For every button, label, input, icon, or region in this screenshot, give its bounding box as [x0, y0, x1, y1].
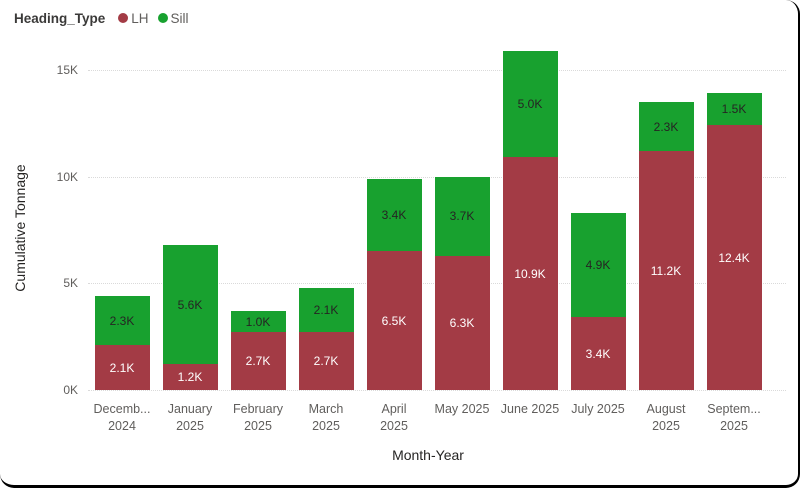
lh-series-marker-icon — [118, 13, 129, 23]
bar-segment-lh[interactable]: 6.3K — [434, 255, 490, 390]
bar-segment-lh[interactable]: 2.1K — [94, 345, 150, 390]
x-axis-category-label: Decemb... 2024 — [88, 401, 156, 435]
x-axis-category-line: August — [646, 402, 686, 416]
data-label: 3.4K — [381, 208, 407, 223]
bar-segment-sill[interactable]: 3.7K — [434, 176, 490, 256]
legend-title: Heading_Type — [14, 10, 106, 26]
data-label: 5.0K — [517, 97, 543, 112]
bar-segment-lh[interactable]: 2.7K — [230, 332, 286, 390]
legend-item-label: LH — [131, 10, 149, 26]
x-axis-category-label: Septem... 2025 — [700, 401, 768, 435]
x-axis-category-line: Septem... — [707, 402, 761, 416]
x-axis-category-label: February 2025 — [224, 401, 292, 435]
y-axis-tick-label: 0K — [63, 383, 78, 397]
legend: Heading_Type LH Sill — [14, 9, 198, 27]
bar-segment-sill[interactable]: 4.9K — [570, 212, 626, 318]
data-label: 1.5K — [721, 102, 747, 117]
x-axis-category-line: 2025 — [176, 419, 204, 433]
bar-segment-lh[interactable]: 11.2K — [638, 151, 694, 390]
data-label: 5.6K — [177, 297, 203, 312]
gridline — [88, 70, 786, 71]
x-axis-category-line: June 2025 — [500, 402, 560, 416]
x-axis-category-label: April 2025 — [360, 401, 428, 435]
data-label: 11.2K — [650, 263, 682, 278]
bar-segment-sill[interactable]: 3.4K — [366, 178, 422, 252]
x-axis-category-label: May 2025 — [428, 401, 496, 418]
sill-series-marker-icon — [157, 13, 168, 23]
data-label: 12.4K — [718, 250, 750, 265]
gridline — [88, 390, 786, 391]
x-axis-category-line: April — [381, 402, 407, 416]
x-axis-category-line: March — [308, 402, 344, 416]
bar-segment-lh[interactable]: 3.4K — [570, 317, 626, 390]
bar-segment-sill[interactable]: 1.0K — [230, 311, 286, 333]
data-label: 1.2K — [177, 370, 203, 385]
x-axis-category-line: 2025 — [720, 419, 748, 433]
x-axis-category-line: 2025 — [652, 419, 680, 433]
bar-segment-lh[interactable]: 2.7K — [298, 332, 354, 390]
bar-segment-sill[interactable]: 5.0K — [502, 50, 558, 158]
data-label: 2.3K — [109, 313, 135, 328]
x-axis-category-line: Decemb... — [93, 402, 151, 416]
y-axis-tick-label: 10K — [56, 169, 78, 184]
data-label: 2.7K — [313, 354, 339, 369]
data-label: 4.9K — [585, 258, 611, 273]
legend-item-sill[interactable]: Sill — [157, 10, 189, 26]
data-label: 10.9K — [514, 266, 546, 281]
data-label: 6.5K — [381, 313, 407, 328]
data-label: 3.7K — [449, 209, 475, 224]
x-axis-category-label: August 2025 — [632, 401, 700, 435]
data-label: 1.0K — [245, 314, 271, 329]
x-axis-category-line: 2025 — [380, 419, 408, 433]
bar-segment-sill[interactable]: 1.5K — [706, 93, 762, 126]
x-axis-category-line: May 2025 — [434, 402, 490, 416]
x-axis-category-line: February — [232, 402, 284, 416]
bar-segment-lh[interactable]: 12.4K — [706, 125, 762, 390]
x-axis-category-line: July 2025 — [571, 402, 625, 416]
bar-segment-lh[interactable]: 6.5K — [366, 251, 422, 390]
data-label: 3.4K — [585, 346, 611, 361]
x-axis-category-line: 2024 — [108, 419, 136, 433]
y-axis-tick-label: 5K — [63, 276, 78, 291]
bar-segment-sill[interactable]: 2.1K — [298, 287, 354, 333]
data-label: 2.1K — [313, 302, 339, 317]
data-label: 2.3K — [653, 119, 679, 134]
bar-segment-sill[interactable]: 5.6K — [162, 244, 218, 365]
x-axis-category-label: March 2025 — [292, 401, 360, 435]
data-label: 2.7K — [245, 354, 271, 369]
data-label: 6.3K — [449, 315, 475, 330]
x-axis-category-line: January — [167, 402, 213, 416]
data-label: 2.1K — [109, 360, 135, 375]
legend-item-lh[interactable]: LH — [118, 10, 149, 26]
x-axis-title: Month-Year — [392, 447, 464, 463]
legend-item-label: Sill — [170, 10, 189, 26]
x-axis-category-label: January 2025 — [156, 401, 224, 435]
x-axis-category-label: June 2025 — [496, 401, 564, 418]
bar-segment-sill[interactable]: 2.3K — [638, 102, 694, 152]
x-axis-category-line: 2025 — [312, 419, 340, 433]
y-axis-tick-label: 15K — [56, 63, 78, 77]
bar-segment-sill[interactable]: 2.3K — [94, 296, 150, 346]
x-axis-category-line: 2025 — [244, 419, 272, 433]
bar-segment-lh[interactable]: 1.2K — [162, 364, 218, 390]
bar-segment-lh[interactable]: 10.9K — [502, 157, 558, 390]
x-axis-category-label: July 2025 — [564, 401, 632, 418]
